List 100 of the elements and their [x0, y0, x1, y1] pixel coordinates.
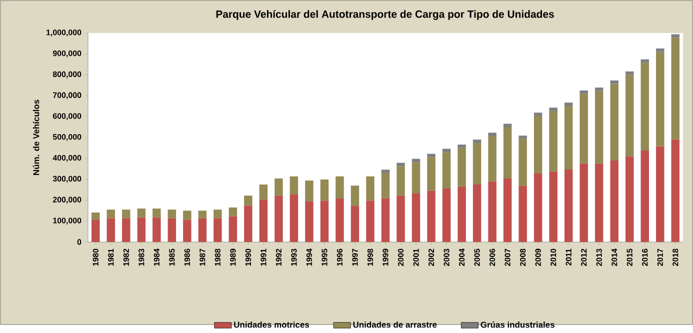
bar [656, 52, 664, 146]
y-axis-title: Núm. de Vehículos [32, 100, 40, 175]
bar [518, 138, 527, 186]
bar [350, 206, 360, 242]
bar [336, 176, 344, 198]
bar [320, 179, 329, 201]
bar [458, 144, 466, 148]
bar [106, 218, 116, 242]
bar [488, 181, 496, 242]
bar [228, 207, 238, 216]
legend-label: Unidades motrices [234, 321, 310, 328]
bar [290, 176, 298, 195]
bar [274, 196, 283, 242]
bar [580, 163, 588, 242]
bar [274, 178, 283, 196]
bar [671, 34, 680, 38]
bar [488, 132, 496, 136]
bar [549, 108, 558, 111]
bar [671, 139, 680, 242]
bar [381, 172, 390, 198]
bar [594, 87, 604, 91]
bar [214, 210, 222, 218]
bar [458, 186, 466, 242]
bar [366, 176, 374, 201]
bar [625, 74, 634, 156]
bar [396, 162, 405, 166]
bar [228, 216, 238, 242]
bar [305, 180, 314, 202]
bar [290, 194, 298, 242]
bar [625, 71, 634, 75]
bar [381, 170, 390, 173]
bar [549, 171, 558, 242]
bar [122, 210, 130, 218]
bar [198, 210, 207, 218]
bar [503, 124, 512, 127]
bar [610, 80, 618, 84]
bar [472, 140, 482, 143]
bar [534, 112, 542, 116]
bar [366, 200, 374, 242]
bar [152, 217, 161, 242]
bar [106, 210, 116, 218]
chart-title: Parque Vehícular del Autotransporte de Carga por Tipo de Unidades [216, 10, 554, 20]
bar [564, 106, 573, 170]
bar [336, 198, 344, 242]
bar [594, 163, 604, 242]
bar [564, 102, 573, 106]
bar [168, 210, 176, 218]
bar [396, 166, 405, 196]
bar [625, 156, 634, 242]
bar [610, 84, 618, 160]
bar [656, 146, 664, 242]
bar [518, 186, 527, 242]
bar [183, 220, 192, 242]
bar [610, 160, 618, 242]
bar [534, 173, 542, 242]
bar [640, 59, 649, 63]
bar [488, 136, 496, 182]
bar [594, 90, 604, 164]
bar [656, 48, 664, 52]
bar [472, 142, 482, 184]
bar [92, 212, 100, 220]
bar [564, 169, 573, 242]
bar [350, 186, 360, 206]
bar [671, 38, 680, 140]
bar [442, 188, 451, 242]
bar [549, 110, 558, 172]
bar [640, 150, 649, 242]
bar [137, 208, 146, 218]
bar [396, 196, 405, 242]
bar [412, 193, 420, 242]
bar [640, 62, 649, 150]
bar [137, 217, 146, 242]
bar [320, 200, 329, 242]
bar [244, 206, 252, 242]
legend-label: Unidades de arrastre [353, 321, 437, 328]
bar [580, 90, 588, 94]
bar [259, 200, 268, 242]
bar [92, 220, 100, 242]
legend-label: Grúas industriales [480, 321, 554, 328]
bar [534, 116, 542, 174]
bar [183, 210, 192, 220]
bar [381, 198, 390, 242]
bar [503, 127, 512, 178]
bar [518, 136, 527, 139]
bar [427, 190, 436, 242]
bar [244, 196, 252, 206]
bar [580, 94, 588, 164]
bar [305, 201, 314, 242]
bar [427, 154, 436, 158]
bar [412, 162, 420, 194]
bar [259, 184, 268, 200]
bar [503, 178, 512, 242]
bar [152, 208, 161, 218]
bar [458, 148, 466, 186]
bar [214, 218, 222, 242]
bar [198, 218, 207, 242]
bar [122, 218, 130, 242]
bar [472, 184, 482, 242]
bar [442, 152, 451, 188]
bar [427, 157, 436, 191]
